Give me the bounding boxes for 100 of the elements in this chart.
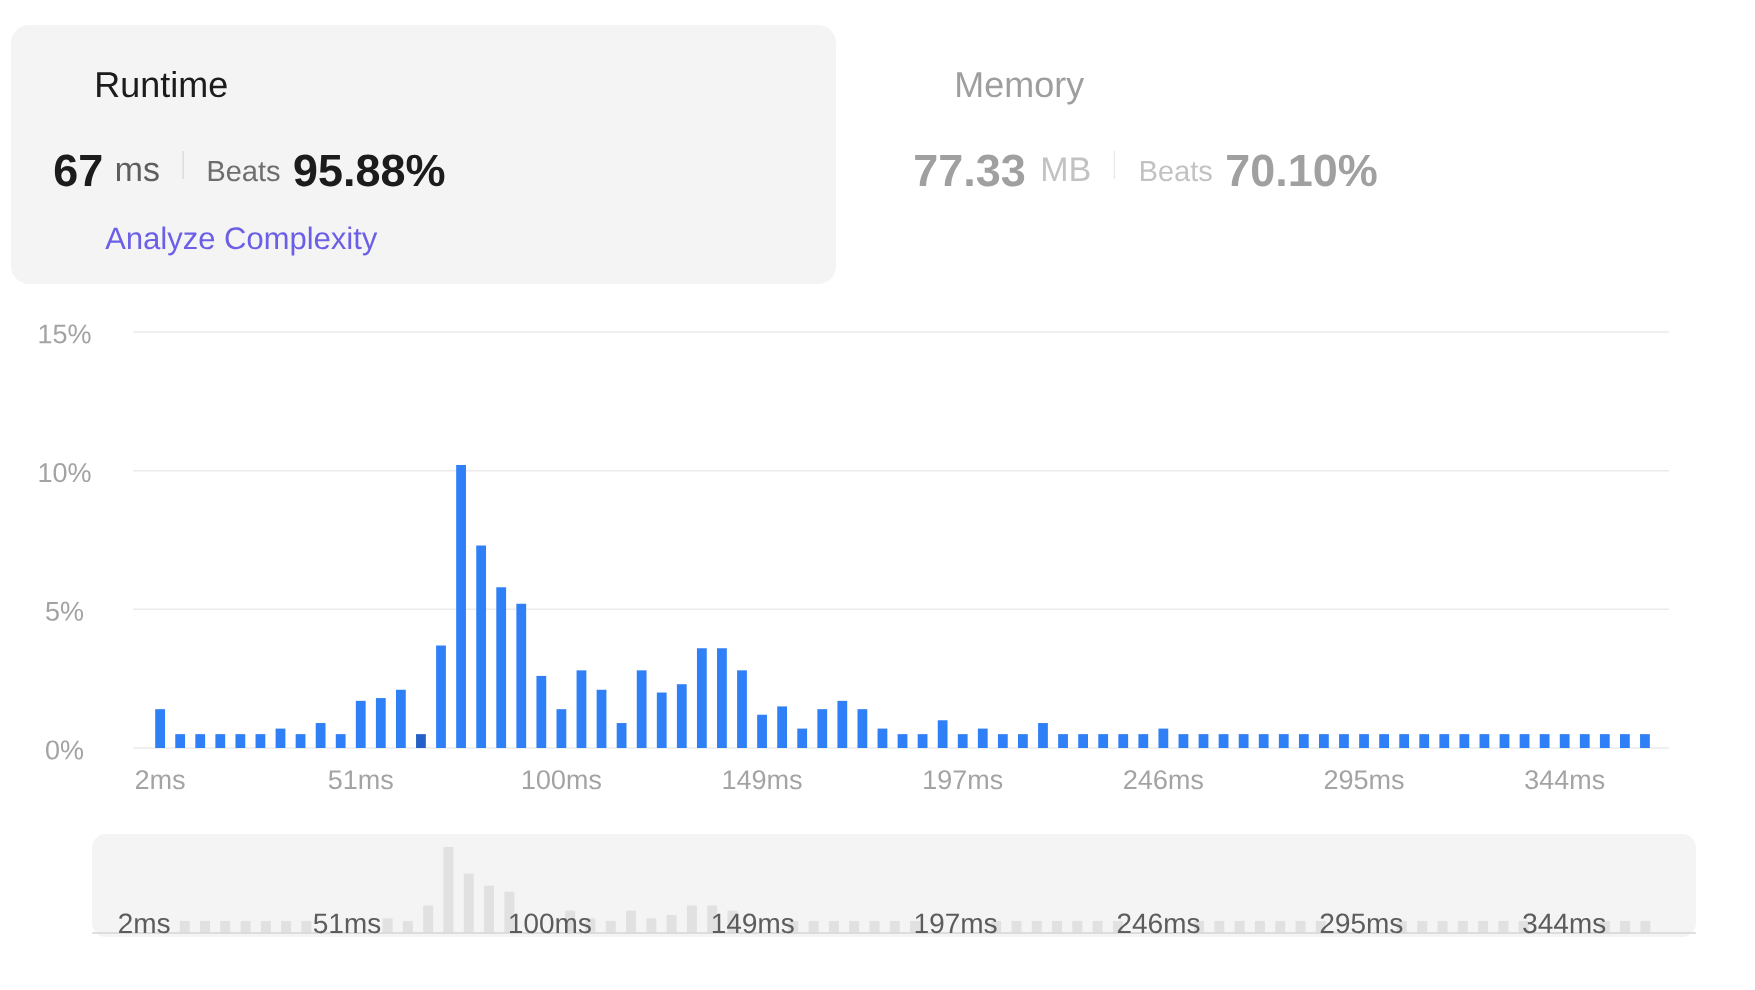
bar	[215, 734, 226, 748]
bar	[1198, 734, 1209, 748]
bar	[1038, 723, 1048, 748]
bar	[1439, 734, 1450, 748]
bar	[536, 675, 547, 748]
text: MB	[1043, 157, 1090, 181]
bar	[1278, 734, 1289, 748]
bar	[717, 648, 727, 748]
bar	[1339, 734, 1349, 748]
text: Beats	[1141, 161, 1212, 182]
x-tick-label: 344ms	[1523, 913, 1606, 934]
bar	[516, 603, 527, 748]
y-tick-label: 10%	[39, 463, 91, 483]
x-tick-label: 51ms	[328, 770, 393, 790]
bar	[1158, 728, 1169, 748]
bar	[857, 709, 868, 748]
x-tick-label: 295ms	[1320, 913, 1403, 934]
text: 70.10%	[1227, 154, 1377, 187]
text: Memory	[957, 72, 1085, 105]
x-tick-label: 51ms	[313, 913, 381, 934]
bar	[656, 692, 667, 748]
x-tick-label: 197ms	[915, 913, 997, 934]
bar	[235, 734, 246, 748]
x-tick-label: 295ms	[1324, 770, 1404, 790]
bar	[496, 587, 507, 748]
bar	[1399, 734, 1410, 748]
bar	[1539, 734, 1550, 748]
bar	[576, 670, 587, 748]
text: Runtime	[97, 70, 227, 98]
y-tick-label: 0%	[46, 740, 84, 760]
bar	[1479, 734, 1490, 748]
bar	[255, 734, 266, 748]
x-tick-label: 149ms	[712, 913, 794, 934]
bar	[556, 709, 567, 748]
text: Analyze Complexity	[105, 226, 378, 256]
x-tick-label: 149ms	[723, 770, 802, 790]
bar	[837, 700, 848, 748]
bar	[1519, 734, 1530, 748]
x-tick-label: 246ms	[1117, 913, 1200, 934]
bar	[1499, 734, 1510, 748]
bar	[1559, 734, 1570, 748]
bar	[1238, 734, 1249, 748]
bar	[395, 689, 406, 748]
bar	[1018, 734, 1028, 748]
bar	[355, 700, 366, 748]
bar	[1619, 734, 1630, 748]
bar	[596, 689, 607, 748]
bar	[1298, 734, 1309, 748]
bar	[1118, 734, 1129, 748]
text: 67	[54, 154, 102, 187]
x-tick-label: 2ms	[119, 913, 170, 934]
bar	[917, 734, 928, 748]
x-tick-label: 2ms	[135, 770, 185, 790]
bar	[757, 714, 767, 748]
bar	[897, 734, 908, 748]
bar	[335, 734, 346, 748]
x-tick-label: 100ms	[509, 913, 591, 934]
y-tick-label: 5%	[46, 601, 84, 621]
text: 95.88%	[294, 154, 445, 187]
bar	[937, 720, 948, 748]
x-tick-label: 344ms	[1525, 770, 1605, 790]
bar	[737, 670, 747, 748]
bar	[777, 706, 788, 748]
bar	[476, 545, 487, 748]
bar	[1058, 734, 1068, 748]
bar	[636, 670, 647, 748]
bar	[1098, 734, 1109, 748]
text: ms	[116, 162, 159, 182]
bar	[1640, 734, 1650, 748]
bar	[155, 709, 165, 748]
bar	[1138, 734, 1149, 748]
text: Beats	[208, 161, 280, 182]
bar	[797, 728, 808, 748]
bar	[1318, 734, 1329, 748]
bar	[1419, 734, 1430, 748]
bar	[957, 734, 968, 748]
bar	[175, 734, 186, 748]
x-tick-label: 197ms	[924, 770, 1003, 790]
bar	[275, 728, 286, 748]
bar	[295, 734, 306, 748]
bar	[1078, 734, 1089, 748]
bar	[616, 723, 627, 748]
bar	[676, 684, 687, 748]
bar	[456, 465, 466, 748]
bar	[997, 734, 1008, 748]
y-tick-label: 15%	[39, 324, 91, 344]
bar	[1359, 734, 1369, 748]
bar	[817, 709, 828, 748]
bar	[696, 648, 707, 748]
bar	[1218, 734, 1229, 748]
bar	[1258, 734, 1269, 748]
bar	[977, 728, 988, 748]
bar	[195, 734, 206, 748]
bar	[1459, 734, 1470, 748]
x-tick-label: 100ms	[522, 770, 601, 790]
bar	[1599, 734, 1610, 748]
bar	[1379, 734, 1389, 748]
bar	[1178, 734, 1189, 748]
bar	[375, 698, 386, 748]
x-tick-label: 246ms	[1124, 770, 1203, 790]
